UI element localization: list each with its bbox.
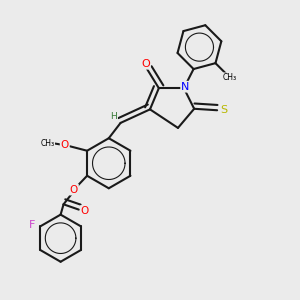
Text: CH₃: CH₃ [222,73,236,82]
Text: O: O [70,184,78,195]
Text: O: O [141,59,150,69]
Text: S: S [220,105,227,115]
Text: O: O [61,140,69,150]
Text: H: H [110,112,117,121]
Text: CH₃: CH₃ [40,139,54,148]
Text: N: N [181,82,190,92]
Text: F: F [29,220,35,230]
Text: O: O [81,206,89,216]
